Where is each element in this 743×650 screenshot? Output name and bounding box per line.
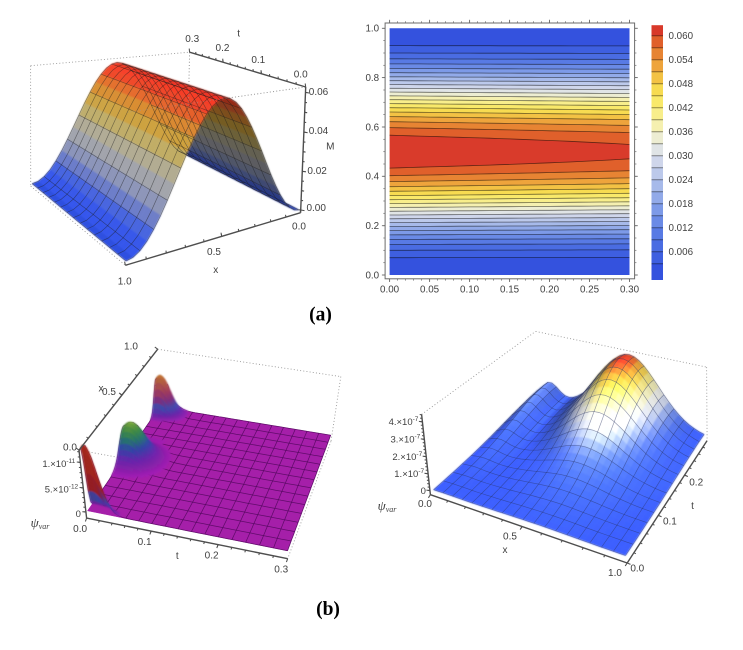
svg-text:0.048: 0.048: [669, 79, 694, 90]
svg-text:0.054: 0.054: [669, 55, 694, 66]
svg-text:0.00: 0.00: [380, 284, 400, 295]
svg-text:x: x: [213, 265, 218, 276]
svg-text:x: x: [99, 384, 104, 395]
svg-text:t: t: [691, 501, 694, 512]
svg-text:M: M: [326, 142, 334, 153]
svg-text:(b): (b): [316, 599, 340, 620]
svg-text:0.018: 0.018: [669, 199, 694, 210]
svg-text:0.0: 0.0: [630, 564, 644, 575]
svg-text:0.20: 0.20: [540, 284, 560, 295]
svg-text:0.04: 0.04: [309, 126, 329, 137]
svg-text:0.6: 0.6: [365, 122, 379, 133]
svg-text:0: 0: [421, 486, 426, 497]
svg-text:0: 0: [76, 509, 81, 520]
svg-text:0.2: 0.2: [365, 221, 379, 232]
svg-text:t: t: [237, 29, 240, 40]
svg-text:0.0: 0.0: [63, 443, 77, 454]
svg-text:0.4: 0.4: [365, 172, 379, 183]
svg-text:0.2: 0.2: [205, 551, 219, 562]
svg-text:t: t: [176, 551, 179, 562]
svg-text:0.036: 0.036: [669, 127, 694, 138]
svg-text:0.0: 0.0: [294, 69, 308, 80]
svg-text:0.5: 0.5: [503, 531, 517, 542]
svg-text:1.0: 1.0: [608, 568, 622, 579]
svg-text:0.0: 0.0: [73, 524, 87, 535]
svg-text:0.10: 0.10: [460, 284, 480, 295]
svg-text:(a): (a): [309, 305, 332, 326]
svg-text:1.0: 1.0: [118, 277, 132, 288]
svg-text:0.25: 0.25: [580, 284, 600, 295]
svg-text:0.15: 0.15: [500, 284, 520, 295]
svg-text:0.5: 0.5: [102, 387, 116, 398]
svg-text:0.012: 0.012: [669, 223, 694, 234]
svg-text:0.30: 0.30: [620, 284, 640, 295]
svg-text:0.0: 0.0: [365, 270, 379, 281]
svg-text:1.0: 1.0: [365, 24, 379, 35]
svg-text:x: x: [503, 545, 508, 556]
svg-text:0.042: 0.042: [669, 103, 694, 114]
svg-text:0.00: 0.00: [306, 203, 326, 214]
svg-text:1.0: 1.0: [124, 342, 138, 353]
svg-text:0.060: 0.060: [669, 31, 694, 42]
svg-text:0.0: 0.0: [418, 499, 432, 510]
svg-text:0.1: 0.1: [138, 537, 152, 548]
svg-text:0.1: 0.1: [663, 516, 677, 527]
svg-text:0.030: 0.030: [669, 151, 694, 162]
svg-text:0.024: 0.024: [669, 175, 694, 186]
svg-text:0.8: 0.8: [365, 73, 379, 84]
svg-text:0.0: 0.0: [292, 221, 306, 232]
svg-text:0.02: 0.02: [307, 166, 327, 177]
svg-text:0.1: 0.1: [251, 55, 265, 66]
svg-text:0.006: 0.006: [669, 247, 694, 258]
svg-text:0.2: 0.2: [689, 478, 703, 489]
svg-text:0.3: 0.3: [274, 565, 288, 576]
svg-text:0.5: 0.5: [207, 247, 221, 258]
svg-text:0.05: 0.05: [420, 284, 440, 295]
svg-text:0.06: 0.06: [309, 87, 329, 98]
svg-text:0.3: 0.3: [185, 34, 199, 45]
svg-text:0.2: 0.2: [216, 43, 230, 54]
